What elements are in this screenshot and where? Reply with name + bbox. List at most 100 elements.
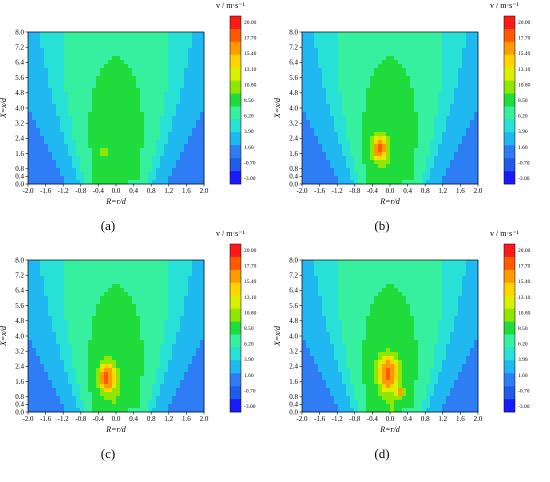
contour-cell xyxy=(40,172,45,177)
contour-cell xyxy=(100,360,105,365)
contour-cell xyxy=(44,84,49,89)
contour-cell xyxy=(184,260,189,265)
contour-cell xyxy=(36,72,41,77)
contour-cell xyxy=(322,44,327,49)
contour-cell xyxy=(136,152,141,157)
contour-cell xyxy=(334,104,339,109)
contour-cell xyxy=(52,92,57,97)
contour-cell xyxy=(32,292,37,297)
contour-cell xyxy=(200,312,205,317)
contour-cell xyxy=(366,48,371,53)
contour-cell xyxy=(108,148,113,153)
contour-cell xyxy=(148,380,153,385)
contour-cell xyxy=(124,364,129,369)
contour-cell xyxy=(410,100,415,105)
contour-cell xyxy=(462,96,467,101)
contour-cell xyxy=(108,352,113,357)
contour-cell xyxy=(338,116,343,121)
contour-cell xyxy=(200,48,205,53)
contour-cell xyxy=(116,392,121,397)
contour-cell xyxy=(354,52,359,57)
y-tick-label: 4.0 xyxy=(15,104,24,112)
contour-cell xyxy=(314,56,319,61)
contour-cell xyxy=(152,180,157,185)
contour-cell xyxy=(326,112,331,117)
contour-cell xyxy=(132,376,137,381)
contour-cell xyxy=(32,304,37,309)
contour-cell xyxy=(124,288,129,293)
contour-cell xyxy=(310,36,315,41)
contour-cell xyxy=(168,108,173,113)
contour-cell xyxy=(68,72,73,77)
contour-cell xyxy=(434,136,439,141)
contour-cell xyxy=(196,380,201,385)
contour-cell xyxy=(394,180,399,185)
contour-cell xyxy=(132,292,137,297)
contour-cell xyxy=(108,384,113,389)
contour-cell xyxy=(68,340,73,345)
contour-cell xyxy=(148,152,153,157)
contour-cell xyxy=(120,64,125,69)
contour-cell xyxy=(326,172,331,177)
contour-cell xyxy=(430,120,435,125)
contour-cell xyxy=(36,136,41,141)
contour-cell xyxy=(108,340,113,345)
contour-cell xyxy=(196,88,201,93)
contour-cell xyxy=(40,64,45,69)
contour-cell xyxy=(176,312,181,317)
contour-cell xyxy=(132,352,137,357)
contour-cell xyxy=(152,156,157,161)
contour-cell xyxy=(314,92,319,97)
contour-cell xyxy=(76,328,81,333)
contour-cell xyxy=(314,148,319,153)
contour-cell xyxy=(200,284,205,289)
contour-cell xyxy=(192,80,197,85)
contour-cell xyxy=(172,356,177,361)
contour-cell xyxy=(156,92,161,97)
contour-cell xyxy=(370,148,375,153)
contour-cell xyxy=(140,308,145,313)
contour-cell xyxy=(326,116,331,121)
contour-cell xyxy=(160,144,165,149)
colorbar-segment xyxy=(504,106,515,120)
contour-cell xyxy=(394,68,399,73)
contour-cell xyxy=(446,64,451,69)
contour-cell xyxy=(180,272,185,277)
contour-cell xyxy=(446,60,451,65)
contour-cell xyxy=(164,52,169,57)
contour-cell xyxy=(48,60,53,65)
contour-cell xyxy=(40,348,45,353)
contour-cell xyxy=(28,368,33,373)
contour-cell xyxy=(418,116,423,121)
contour-cell xyxy=(76,64,81,69)
contour-cell xyxy=(350,68,355,73)
contour-cell xyxy=(200,160,205,165)
contour-cell xyxy=(330,156,335,161)
contour-cell xyxy=(196,168,201,173)
contour-cell xyxy=(32,380,37,385)
contour-cell xyxy=(112,72,117,77)
colorbar-tick-label: 15.40 xyxy=(518,51,531,57)
contour-cell xyxy=(144,180,149,185)
contour-cell xyxy=(330,96,335,101)
contour-cell xyxy=(112,380,117,385)
contour-cell xyxy=(128,68,133,73)
contour-cell xyxy=(310,68,315,73)
contour-cell xyxy=(326,128,331,133)
contour-cell xyxy=(334,172,339,177)
contour-cell xyxy=(188,316,193,321)
contour-cell xyxy=(132,40,137,45)
contour-cell xyxy=(116,272,121,277)
contour-cell xyxy=(350,44,355,49)
contour-cell xyxy=(136,340,141,345)
contour-cell xyxy=(36,88,41,93)
contour-cell xyxy=(108,316,113,321)
contour-cell xyxy=(76,292,81,297)
contour-cell xyxy=(200,380,205,385)
contour-cell xyxy=(176,268,181,273)
contour-cell xyxy=(434,148,439,153)
contour-cell xyxy=(64,328,69,333)
contour-cell xyxy=(192,332,197,337)
contour-cell xyxy=(92,120,97,125)
contour-cell xyxy=(72,388,77,393)
